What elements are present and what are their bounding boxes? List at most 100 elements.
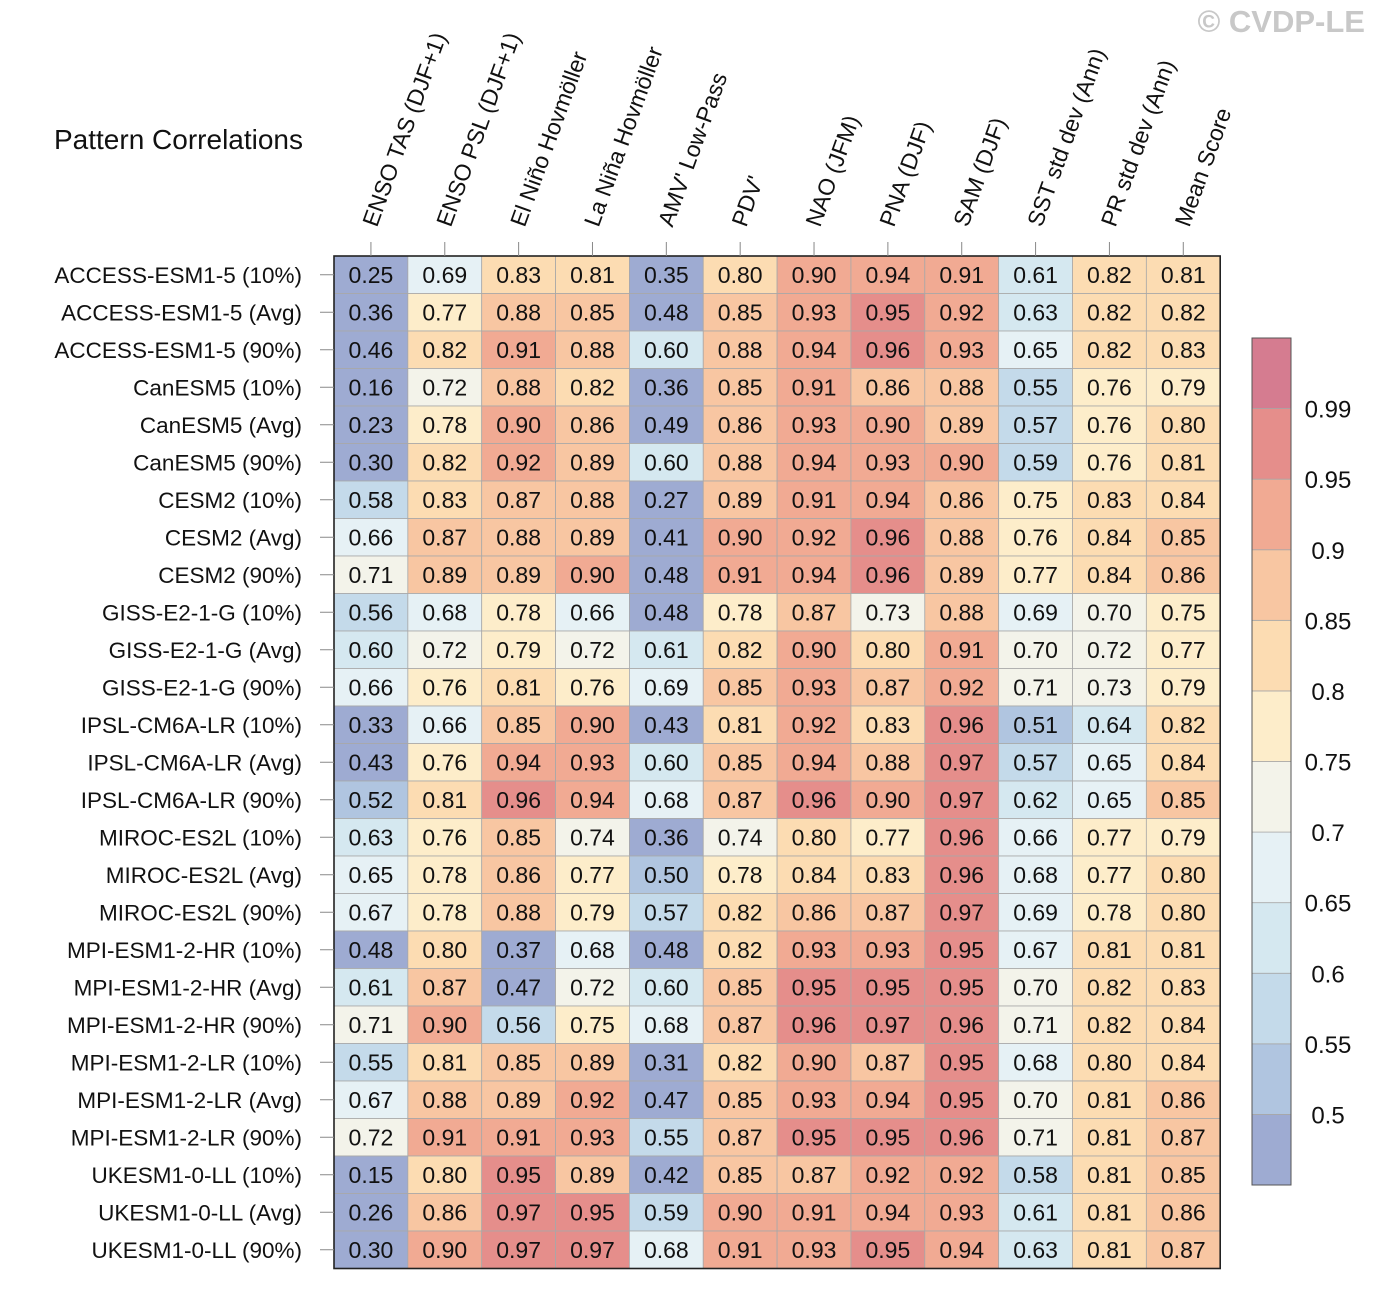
cell-value-label: 0.74 xyxy=(718,824,763,850)
colorbar-tick-label: 0.55 xyxy=(1305,1032,1352,1059)
heatmap-cell xyxy=(776,893,852,932)
colorbar-tick-label: 0.9 xyxy=(1311,538,1344,565)
cell-value-label: 0.85 xyxy=(1161,524,1206,550)
heatmap-cell xyxy=(850,1230,926,1269)
cell-value-label: 0.68 xyxy=(422,599,467,625)
heatmap-cell xyxy=(407,743,483,782)
heatmap-cell xyxy=(1072,555,1147,594)
cell-value-label: 0.80 xyxy=(718,262,763,288)
cell-value-label: 0.68 xyxy=(570,937,615,963)
heatmap-cell xyxy=(1145,968,1221,1007)
column-label: SAM (DJF) xyxy=(948,114,1011,230)
heatmap-cell xyxy=(702,668,778,707)
cell-value-label: 0.84 xyxy=(1087,524,1132,550)
cell-value-label: 0.90 xyxy=(939,449,984,475)
cell-value-label: 0.87 xyxy=(496,487,541,513)
heatmap-cell xyxy=(924,1043,1000,1082)
heatmap-cell xyxy=(702,555,778,594)
cell-value-label: 0.55 xyxy=(349,1049,394,1075)
heatmap-cell xyxy=(555,518,630,557)
cell-value-label: 0.90 xyxy=(865,787,910,813)
cell-value-label: 0.85 xyxy=(718,749,763,775)
heatmap-cell xyxy=(924,330,1000,369)
cell-value-label: 0.88 xyxy=(939,599,984,625)
heatmap-cell xyxy=(481,630,556,669)
cell-value-label: 0.89 xyxy=(496,562,541,588)
cell-value-label: 0.79 xyxy=(570,899,615,925)
heatmap-cell xyxy=(629,818,704,857)
heatmap-cell xyxy=(776,743,852,782)
heatmap-cell xyxy=(629,293,704,332)
heatmap-cell xyxy=(776,255,852,294)
heatmap-cell xyxy=(407,405,483,444)
cell-value-label: 0.92 xyxy=(496,449,541,475)
cell-value-label: 0.86 xyxy=(718,412,763,438)
heatmap-cell xyxy=(924,705,1000,744)
cell-value-label: 0.49 xyxy=(644,412,689,438)
heatmap-cell xyxy=(481,930,556,969)
heatmap-cell xyxy=(776,968,852,1007)
heatmap-cell xyxy=(776,705,852,744)
cell-value-label: 0.96 xyxy=(939,1012,984,1038)
cell-value-label: 0.48 xyxy=(644,937,689,963)
heatmap-cell xyxy=(702,1118,778,1157)
cell-value-label: 0.90 xyxy=(496,412,541,438)
cell-value-label: 0.91 xyxy=(939,262,984,288)
cell-value-label: 0.87 xyxy=(718,1012,763,1038)
cell-value-label: 0.80 xyxy=(1161,412,1206,438)
cell-value-label: 0.92 xyxy=(939,299,984,325)
heatmap-cell xyxy=(850,1005,926,1044)
cell-value-label: 0.70 xyxy=(1013,637,1058,663)
cell-value-label: 0.82 xyxy=(718,937,763,963)
colorbar-swatch xyxy=(1251,408,1292,480)
cell-value-label: 0.80 xyxy=(865,637,910,663)
row-label: MPI-ESM1-2-LR (10%) xyxy=(71,1050,302,1075)
cell-value-label: 0.95 xyxy=(865,974,910,1000)
cell-value-label: 0.68 xyxy=(644,1237,689,1263)
row-label: MPI-ESM1-2-HR (90%) xyxy=(67,1013,302,1038)
heatmap-cell xyxy=(924,780,1000,819)
cell-value-label: 0.46 xyxy=(349,337,394,363)
cell-value-label: 0.77 xyxy=(422,299,467,325)
row-label: GISS-E2-1-G (Avg) xyxy=(109,638,302,663)
cell-value-label: 0.94 xyxy=(496,749,541,775)
cell-value-label: 0.92 xyxy=(570,1087,615,1113)
cell-value-label: 0.63 xyxy=(349,824,394,850)
cell-value-label: 0.76 xyxy=(570,674,615,700)
cell-value-label: 0.87 xyxy=(1161,1237,1206,1263)
cell-value-label: 0.77 xyxy=(865,824,910,850)
cell-value-label: 0.85 xyxy=(718,1087,763,1113)
cell-value-label: 0.76 xyxy=(1013,524,1058,550)
colorbar-swatch xyxy=(1251,549,1292,621)
heatmap-cell xyxy=(850,780,926,819)
cell-value-label: 0.81 xyxy=(1087,1162,1132,1188)
heatmap-cell xyxy=(555,593,630,632)
cell-value-label: 0.94 xyxy=(865,262,910,288)
heatmap-cell xyxy=(481,1080,556,1119)
heatmap-cell xyxy=(998,818,1073,857)
colorbar-tick-label: 0.7 xyxy=(1311,820,1344,847)
colorbar-tick-label: 0.85 xyxy=(1305,608,1352,635)
heatmap-cell xyxy=(776,1080,852,1119)
cell-value-label: 0.87 xyxy=(792,1162,837,1188)
cell-value-label: 0.80 xyxy=(1161,899,1206,925)
cell-value-label: 0.36 xyxy=(349,299,394,325)
cell-value-label: 0.84 xyxy=(1161,1012,1206,1038)
heatmap-cell xyxy=(1072,368,1147,407)
heatmap-cell xyxy=(407,1118,483,1157)
heatmap-cell xyxy=(481,1193,556,1232)
colorbar-tick-label: 0.95 xyxy=(1305,467,1352,494)
row-label: CESM2 (10%) xyxy=(158,488,302,513)
heatmap-cell xyxy=(333,705,409,744)
cell-value-label: 0.86 xyxy=(570,412,615,438)
cell-value-label: 0.86 xyxy=(1161,1087,1206,1113)
heatmap-cell xyxy=(998,1155,1073,1194)
cell-value-label: 0.82 xyxy=(1087,337,1132,363)
cell-value-label: 0.90 xyxy=(792,637,837,663)
cell-value-label: 0.97 xyxy=(939,899,984,925)
cell-value-label: 0.48 xyxy=(644,599,689,625)
cell-value-label: 0.56 xyxy=(496,1012,541,1038)
cell-value-label: 0.97 xyxy=(496,1199,541,1225)
cell-value-label: 0.55 xyxy=(644,1124,689,1150)
cell-value-label: 0.52 xyxy=(349,787,394,813)
